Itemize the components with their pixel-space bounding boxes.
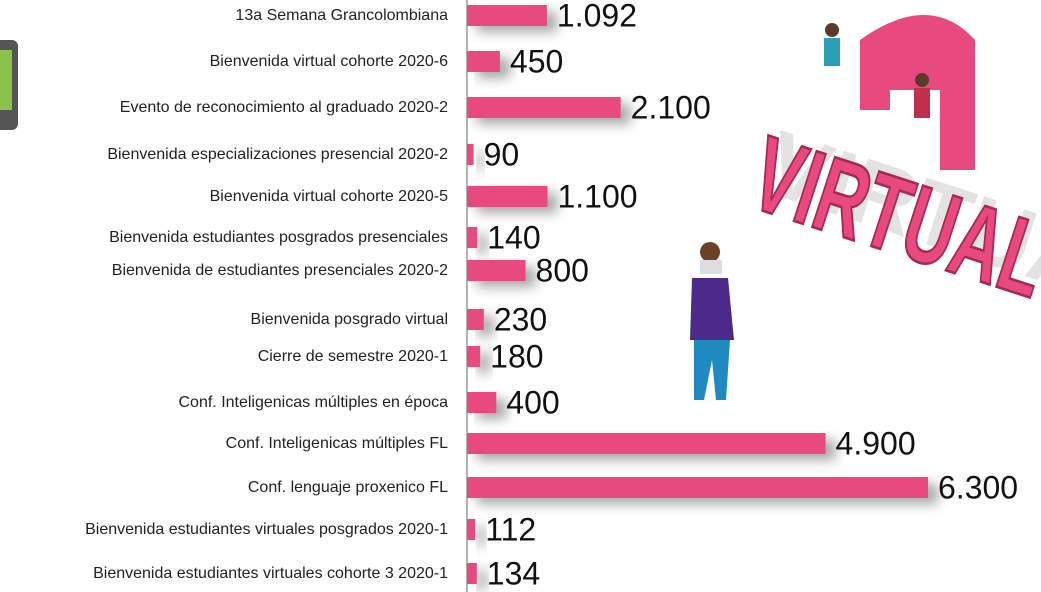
category-label: 13a Semana Grancolombiana <box>235 7 448 24</box>
value-label: 6.300 <box>938 469 1018 505</box>
category-label: Bienvenida posgrado virtual <box>251 311 448 328</box>
category-label: Bienvenida virtual cohorte 2020-6 <box>210 53 448 70</box>
bar <box>467 186 548 207</box>
category-label: Conf. lenguaje proxenico FL <box>248 479 448 496</box>
bar <box>467 97 621 118</box>
category-label: Conf. Inteligenicas múltiples FL <box>226 435 448 452</box>
bar-shadow <box>477 151 484 171</box>
bar <box>467 392 497 413</box>
category-label: Cierre de semestre 2020-1 <box>258 348 448 365</box>
value-label: 1.092 <box>557 0 637 33</box>
bar-shadow <box>477 234 488 254</box>
value-label: 2.100 <box>631 89 711 125</box>
category-label: Bienvenida de estudiantes presenciales 2… <box>112 262 448 279</box>
category-label: Bienvenida especializaciones presencial … <box>107 146 448 163</box>
value-label: 230 <box>494 301 547 337</box>
category-label: Bienvenida estudiantes posgrados presenc… <box>109 229 448 246</box>
bar-shadow <box>477 526 486 546</box>
category-label: Evento de reconocimiento al graduado 202… <box>120 99 448 116</box>
category-label: Conf. Inteligenicas múltiples en época <box>179 394 449 411</box>
bar <box>467 51 500 72</box>
value-label: 400 <box>506 384 559 420</box>
bar <box>467 477 928 498</box>
value-label: 134 <box>487 555 540 591</box>
bar <box>467 260 526 281</box>
value-label: 180 <box>490 338 543 374</box>
value-label: 4.900 <box>836 425 916 461</box>
value-label: 140 <box>487 219 540 255</box>
bar <box>467 563 477 584</box>
category-label: Bienvenida estudiantes virtuales posgrad… <box>85 521 448 538</box>
value-label: 450 <box>510 43 563 79</box>
bar-shadow <box>477 570 487 590</box>
bar-shadow <box>477 353 491 373</box>
bar <box>467 519 476 540</box>
value-label: 112 <box>485 511 536 547</box>
bar <box>467 346 481 367</box>
category-label: Bienvenida estudiantes virtuales cohorte… <box>93 565 448 582</box>
value-label: 800 <box>536 252 589 288</box>
bar <box>467 144 474 165</box>
bar <box>467 433 826 454</box>
value-label: 90 <box>484 136 520 172</box>
category-label: Bienvenida virtual cohorte 2020-5 <box>210 188 448 205</box>
bar <box>467 5 547 26</box>
value-label: 1.100 <box>557 178 637 214</box>
bar <box>467 309 484 330</box>
bar <box>467 227 478 248</box>
